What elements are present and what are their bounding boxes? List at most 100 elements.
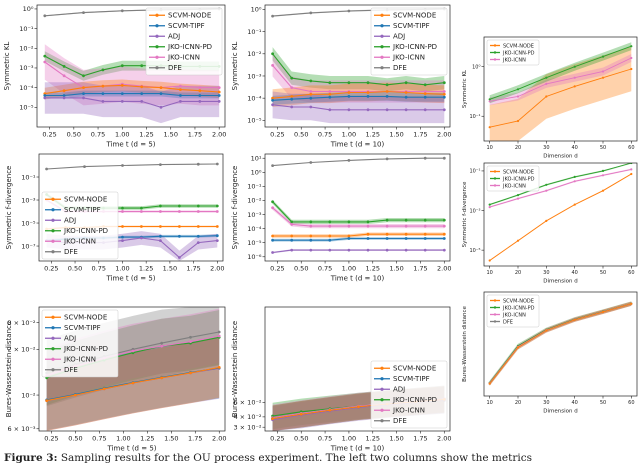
plot-area [488,42,633,141]
point-ADJ [215,239,219,243]
point-JKO-ICNN-PD [385,218,389,222]
x-tick-label: 1.00 [342,435,356,443]
point-SCVM-TIPF [198,94,202,97]
legend-marker-ADJ [380,387,384,391]
point-ADJ [43,96,47,100]
legend-box [370,7,448,76]
x-tick-label: 0.75 [91,131,105,139]
x-tick-label: 1.75 [413,131,427,139]
point-JKO-ICNN [545,82,548,85]
point-SCVM-TIPF [442,95,446,99]
series-line-JKO-ICNN-PD [489,45,632,100]
x-tick-label: 1.50 [164,435,178,443]
legend-marker-JKO-ICNN-PD [155,45,159,49]
x-tick-label: 1.50 [163,265,177,273]
y-axis-label: Symmetric KL [231,42,239,91]
y-tick-label: 6 × 10⁻³ [7,425,35,433]
x-tick-label: 1.50 [389,131,403,139]
point-JKO-ICNN-PD [385,83,389,87]
point-JKO-ICNN-PD [82,74,85,78]
point-JKO-ICNN-PD [43,54,47,58]
x-tick-label: 1.75 [413,435,427,443]
point-ADJ [385,248,389,252]
legend-label-ADJ: ADJ [393,386,405,394]
legend-label-JKO-ICNN-PD: JKO-ICNN-PD [392,396,437,404]
x-axis-label: Time t (d = 5) [106,275,156,283]
legend-marker-JKO-ICNN-PD [380,45,384,49]
x-tick-label: 30 [543,400,549,406]
x-tick-label: 0.75 [318,265,332,273]
point-SCVM-NODE [271,96,274,100]
legend-box [486,39,540,66]
x-tick-label: 10 [486,270,492,276]
legend: SCVM-NODE SCVM-TIPF ADJ JKO-ICNN-PD JKO-ICNN… [41,191,119,260]
y-tick-label: 10⁻² [21,391,36,399]
y-axis-label: Symmetric KL [3,42,11,91]
point-SCVM-TIPF [121,235,124,239]
point-ADJ [366,248,370,252]
legend-label-DFE: DFE [393,417,407,425]
point-JKO-ICNN [159,210,162,213]
point-JKO-ICNN [140,210,143,213]
point-SCVM-TIPF [215,234,219,238]
point-ADJ [179,100,182,103]
point-SCVM-TIPF [43,94,47,97]
point-SCVM-NODE [271,417,274,421]
point-SCVM-NODE [215,225,219,228]
band-JKO-ICNN [489,54,632,106]
x-tick-label: 50 [600,270,606,276]
legend-marker-SCVM-NODE [493,44,497,47]
point-SCVM-NODE [62,89,66,93]
point-SCVM-TIPF [196,234,200,238]
legend-label-JKO-ICNN-PD: JKO-ICNN-PD [167,43,212,51]
series-line-DFE [46,163,218,170]
point-SCVM-NODE [290,234,294,238]
point-DFE [347,159,351,162]
point-SCVM-NODE [45,399,49,402]
y-tick-label: 3 × 10⁻² [233,423,261,431]
point-JKO-ICNN-PD [347,220,351,224]
point-JKO-ICNN [196,210,200,213]
legend-box [145,7,223,76]
x-tick-label: 2.00 [212,435,226,443]
point-JKO-ICNN-PD [573,65,576,68]
x-tick-label: 1.25 [139,265,153,273]
legend-label-JKO-ICNN: JKO-ICNN [502,57,526,63]
point-JKO-ICNN-PD [423,218,427,222]
point-SCVM-TIPF [347,237,351,240]
legend-marker-SCVM-TIPF [51,326,55,330]
band-JKO-ICNN-PD [489,42,632,104]
point-ADJ [442,248,446,252]
band-SCVM-TIPF [272,237,445,242]
point-DFE [442,156,446,160]
point-JKO-ICNN-PD [601,55,605,58]
legend-label-DFE: DFE [503,319,513,325]
chart-bw_d5: 0.25 0.50 0.75 1.00 1.25 1.50 1.75 2.00 Time t (… [5,306,226,452]
point-DFE [189,335,192,339]
legend-marker-JKO-ICNN [155,55,159,59]
legend-label-JKO-ICNN: JKO-ICNN [63,356,96,364]
point-SCVM-NODE [423,232,427,236]
point-JKO-ICNN [423,224,427,228]
point-ADJ [423,108,427,112]
legend-label-JKO-ICNN: JKO-ICNN [392,54,425,62]
point-JKO-ICNN-PD [309,220,313,224]
y-axis-label: Bures-Wasserstein distance [462,306,468,382]
legend-marker-SCVM-TIPF [380,377,384,381]
plot-area [43,7,221,124]
y-tick-label: 10⁻³ [19,64,34,72]
x-tick-label: 0.50 [67,131,81,139]
plot-area [488,301,633,386]
series-line-SCVM-TIPF [272,95,445,101]
point-SCVM-TIPF [101,92,105,95]
point-SCVM-NODE [328,92,332,96]
x-tick-label: 0.50 [68,435,82,443]
point-JKO-ICNN-PD [404,81,408,85]
point-SCVM-NODE [404,232,408,236]
legend-marker-ADJ [51,336,55,340]
point-JKO-ICNN-PD [423,83,427,87]
legend-label-SCVM-NODE: SCVM-NODE [503,43,534,49]
x-tick-label: 0.50 [294,131,308,139]
point-SCVM-NODE [178,225,181,228]
